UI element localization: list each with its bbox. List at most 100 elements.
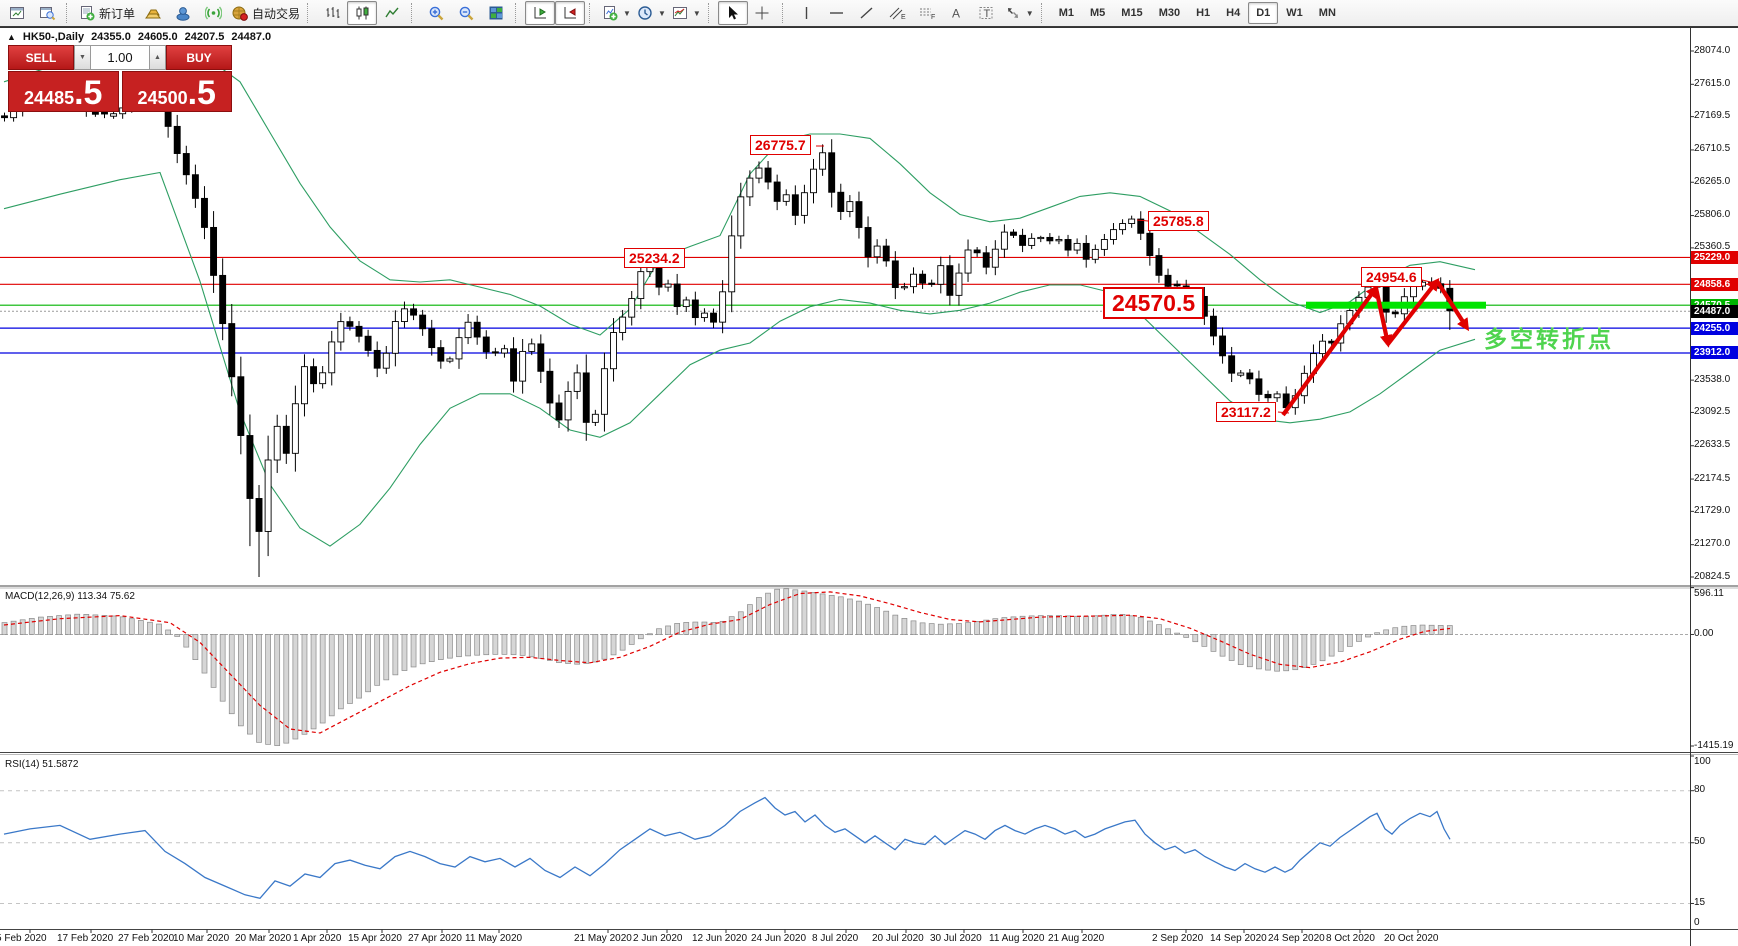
candle-body [991, 248, 999, 268]
signal-button[interactable] [198, 1, 228, 25]
macd-histogram-bar [737, 611, 744, 635]
macd-histogram-bar [1101, 614, 1108, 635]
data-window-button[interactable] [168, 1, 198, 25]
candle-body [264, 459, 272, 532]
candle-body [319, 372, 327, 385]
buy-button[interactable]: BUY [166, 45, 232, 70]
macd-histogram-bar [519, 634, 526, 656]
period-button[interactable]: ▼ [634, 1, 669, 25]
price-annotation[interactable]: 24954.6 [1361, 267, 1422, 287]
timeframe-h4-button[interactable]: H4 [1226, 7, 1241, 19]
price-annotation[interactable]: 26775.7 [750, 135, 811, 155]
candlestick-type-button[interactable] [347, 1, 378, 25]
line-chart-type-button[interactable] [377, 1, 407, 25]
macd-histogram-bar [892, 614, 899, 635]
volume-decrease-button[interactable]: ▼ [74, 45, 91, 70]
macd-histogram-bar [610, 634, 617, 656]
zigzag-arrow[interactable] [1373, 287, 1393, 348]
tile-windows-button[interactable] [481, 1, 511, 25]
zoom-out-button[interactable] [451, 1, 481, 25]
candle-body [1228, 355, 1236, 374]
macd-histogram-bar [1328, 634, 1335, 657]
timeframe-m30-button[interactable]: M30 [1158, 7, 1181, 19]
auto-scroll-button[interactable] [525, 1, 556, 25]
candle-body [1409, 285, 1417, 298]
text-label-button[interactable]: T [972, 1, 1002, 25]
price-annotation[interactable]: 25234.2 [624, 248, 685, 268]
new-chart-button[interactable] [2, 1, 32, 25]
candle-body [882, 245, 890, 262]
bar-chart-type-button[interactable] [317, 1, 347, 25]
vertical-line-button[interactable] [792, 1, 822, 25]
turning-point-text-annotation[interactable]: 多空转折点 [1484, 326, 1614, 352]
arrows-button[interactable]: ▼ [1002, 1, 1037, 25]
macd-histogram-bar [110, 615, 117, 635]
horizontal-line-button[interactable] [822, 1, 852, 25]
timeframe-mn-button[interactable]: MN [1318, 7, 1336, 19]
cursor-button[interactable] [717, 1, 748, 25]
candle-body [591, 413, 599, 423]
sell-button[interactable]: SELL [8, 45, 74, 70]
candle-body [1055, 239, 1063, 242]
macd-histogram-bar [910, 620, 917, 635]
macd-histogram-bar [710, 622, 717, 635]
data-window-icon [176, 7, 190, 21]
macd-histogram-bar [501, 634, 508, 655]
period-icon [638, 6, 652, 20]
price-annotation[interactable]: 25785.8 [1148, 211, 1209, 231]
template-button[interactable]: ▼ [669, 1, 704, 25]
candle-body [1, 115, 8, 119]
candle-body [728, 235, 736, 293]
text-label-icon: T [979, 7, 993, 20]
timeframe-m15-button[interactable]: M15 [1121, 7, 1143, 19]
macd-histogram-bar [1128, 615, 1135, 635]
macd-histogram-bar [410, 634, 417, 668]
sell-price-tile[interactable]: 24485.5 [8, 71, 119, 112]
timeframe-h1-button[interactable]: H1 [1196, 7, 1211, 19]
volume-input[interactable]: 1.00 [91, 45, 149, 70]
macd-histogram-bar [1146, 620, 1153, 635]
candle-body [1064, 239, 1072, 251]
timeframe-d1-button[interactable]: D1 [1248, 2, 1279, 24]
zigzag-arrow[interactable] [1435, 279, 1470, 332]
autotrading-button[interactable]: 自动交易 [228, 1, 303, 25]
symbol-info-bar[interactable]: ▲ HK50-,Daily 24355.0 24605.0 24207.5 24… [7, 31, 271, 43]
fibonacci-button[interactable]: F [912, 1, 942, 25]
chart-shift-button[interactable] [555, 1, 586, 25]
candle-body [255, 498, 263, 532]
macd-histogram-bar [528, 634, 535, 658]
candle-body [437, 347, 445, 362]
candle-body [173, 125, 181, 154]
timeframe-m1-button[interactable]: M1 [1058, 7, 1074, 19]
collapse-triangle-icon[interactable]: ▲ [7, 32, 16, 42]
trendline-button[interactable] [852, 1, 882, 25]
buy-price-tile[interactable]: 24500.5 [121, 71, 232, 112]
indicators-icon [604, 6, 618, 21]
candle-body [428, 328, 436, 349]
macd-histogram-bar [1301, 634, 1308, 668]
market-watch-button[interactable] [138, 1, 168, 25]
trend-highlight-bar[interactable] [1306, 301, 1486, 309]
macd-histogram-bar [1383, 629, 1390, 635]
macd-histogram-bar [1337, 634, 1344, 652]
zigzag-arrow[interactable] [1281, 284, 1379, 417]
timeframe-w1-button[interactable]: W1 [1286, 7, 1303, 19]
equidistant-channel-button[interactable]: E [882, 1, 912, 25]
text-button[interactable]: A [942, 1, 972, 25]
new-order-button[interactable]: 新订单 [76, 1, 138, 25]
crosshair-button[interactable] [748, 1, 778, 25]
one-click-trading-panel: SELL ▼ 1.00 ▲ BUY 24485.5 24500.5 [8, 45, 232, 112]
timeframe-m5-button[interactable]: M5 [1090, 7, 1106, 19]
zoom-in-button[interactable] [421, 1, 451, 25]
candle-body [637, 271, 645, 300]
zigzag-arrow[interactable] [1386, 278, 1440, 346]
macd-histogram-bar [847, 598, 853, 635]
macd-histogram-bar [174, 634, 181, 637]
volume-increase-button[interactable]: ▲ [149, 45, 166, 70]
price-annotation[interactable]: 24570.5 [1103, 287, 1205, 319]
indicators-button[interactable]: ▼ [599, 1, 634, 25]
price-annotation[interactable]: 23117.2 [1216, 402, 1276, 422]
profiles-button[interactable] [32, 1, 62, 25]
